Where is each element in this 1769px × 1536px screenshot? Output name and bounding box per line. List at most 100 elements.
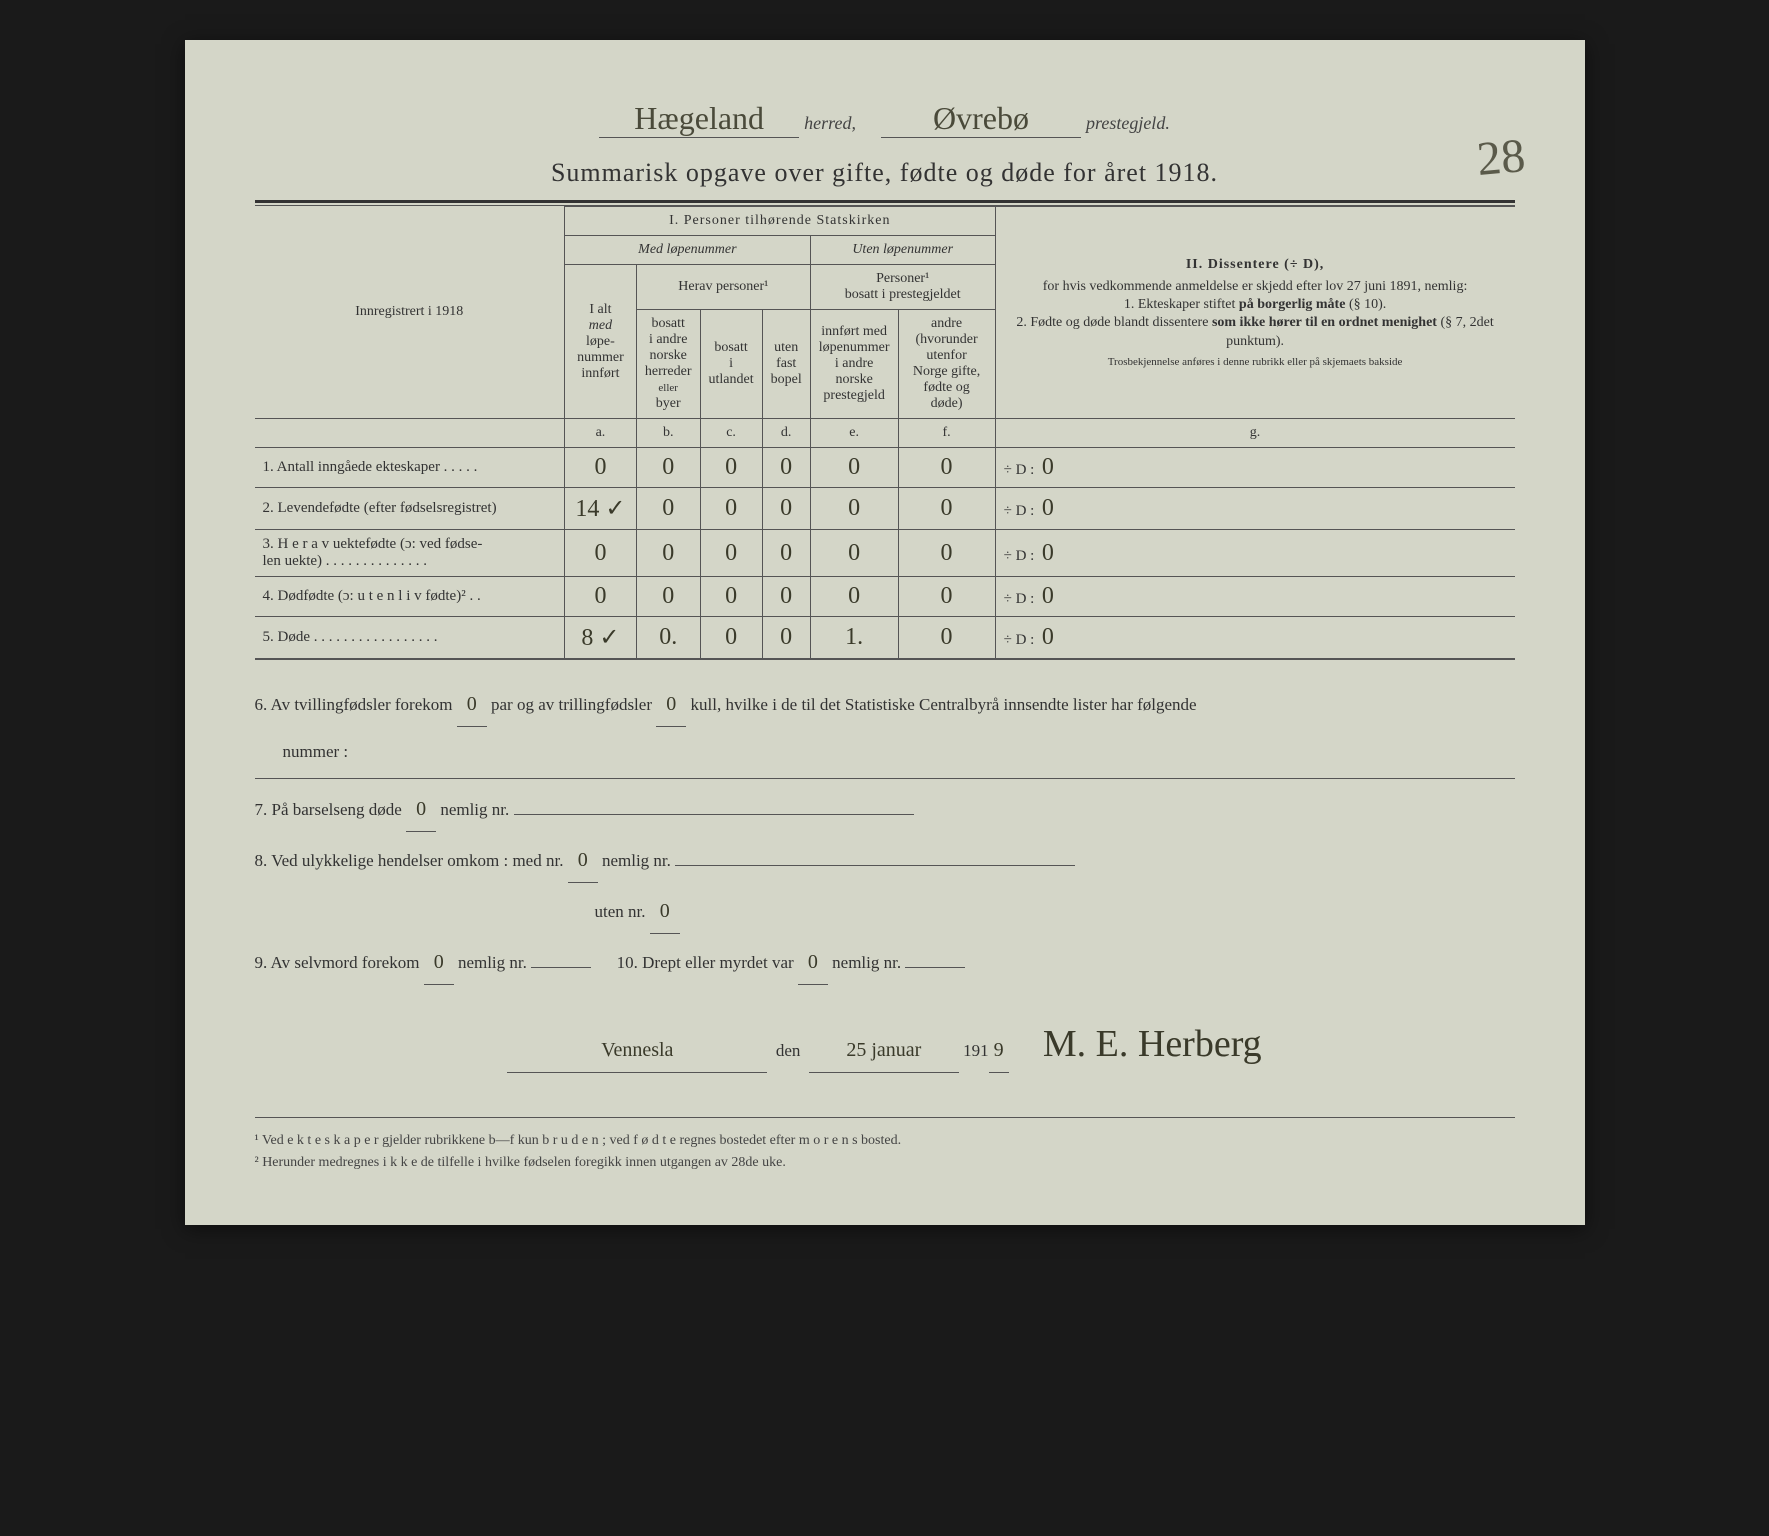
q10-value: 0 — [798, 940, 828, 985]
col-a-header: I alt med løpe-nummerinnført — [565, 265, 637, 419]
cell: 0 — [636, 577, 700, 617]
cell-g: ÷ D : 0 — [995, 617, 1514, 659]
q6: 6. Av tvillingfødsler forekom 0 par og a… — [255, 682, 1515, 727]
table-row: 2. Levendefødte (efter fødselsregistret)… — [255, 488, 1515, 530]
q8-uten-val: 0 — [650, 889, 680, 934]
table-row: 1. Antall inngåede ekteskaper . . . . . … — [255, 448, 1515, 488]
blank-corner — [255, 419, 565, 448]
triplets-value: 0 — [656, 682, 686, 727]
document-page: 28 Hægeland herred, Øvrebø prestegjeld. … — [185, 40, 1585, 1225]
cell: 0 — [810, 577, 898, 617]
cell: 0 — [898, 488, 995, 530]
row-label: 3. H e r a v uektefødte (ɔ: ved fødse- l… — [255, 530, 565, 577]
q7-nr — [514, 814, 914, 815]
rule-top-thick — [255, 200, 1515, 203]
place-value: Vennesla — [507, 1028, 767, 1073]
cell: 0 — [810, 530, 898, 577]
row-label: 1. Antall inngåede ekteskaper . . . . . — [255, 448, 565, 488]
col-letter-g: g. — [995, 419, 1514, 448]
date-value: 25 januar — [809, 1028, 959, 1073]
cell: 0 — [565, 577, 637, 617]
prestegjeld-label: prestegjeld. — [1086, 113, 1170, 133]
cell: 0 — [810, 448, 898, 488]
col-d-header: utenfastbopel — [762, 310, 810, 419]
q6-cont: nummer : — [255, 733, 1515, 770]
table-row: 5. Døde . . . . . . . . . . . . . . . . … — [255, 617, 1515, 659]
col-f-header: andre(hvorunderutenforNorge gifte,fødte … — [898, 310, 995, 419]
cell: 0 — [636, 530, 700, 577]
col-letter-d: d. — [762, 419, 810, 448]
col-letter-c: c. — [700, 419, 762, 448]
section2-body: for hvis vedkommende anmeldelse er skjed… — [1004, 279, 1507, 369]
cell: 0 — [762, 617, 810, 659]
q9-value: 0 — [424, 940, 454, 985]
twins-value: 0 — [457, 682, 487, 727]
section1-title: I. Personer tilhørende Statskirken — [565, 207, 996, 236]
table-row: 4. Dødfødte (ɔ: u t e n l i v fødte)² . … — [255, 577, 1515, 617]
year-suffix: 9 — [989, 1028, 1009, 1073]
row-label: 2. Levendefødte (efter fødselsregistret) — [255, 488, 565, 530]
footnotes: ¹ Ved e k t e s k a p e r gjelder rubrik… — [255, 1117, 1515, 1175]
cell: 0 — [898, 577, 995, 617]
q7-value: 0 — [406, 787, 436, 832]
main-table: Innregistrert i 1918 I. Personer tilhøre… — [255, 206, 1515, 659]
herav-header: Herav personer¹ — [636, 265, 810, 310]
herred-label: herred, — [804, 113, 856, 133]
uten-lopenummer: Uten løpenummer — [810, 236, 995, 265]
q9-nr — [531, 967, 591, 968]
cell-g: ÷ D : 0 — [995, 530, 1514, 577]
table-body: 1. Antall inngåede ekteskaper . . . . . … — [255, 448, 1515, 659]
section2-box: II. Dissentere (÷ D), for hvis vedkommen… — [995, 207, 1514, 419]
cell-g: ÷ D : 0 — [995, 448, 1514, 488]
left-header: Innregistrert i 1918 — [255, 207, 565, 419]
cell: 0 — [898, 530, 995, 577]
col-letter-a: a. — [565, 419, 637, 448]
footnote-1: ¹ Ved e k t e s k a p e r gjelder rubrik… — [255, 1130, 1515, 1152]
cell: 8 ✓ — [565, 617, 637, 659]
section2-title: II. Dissentere (÷ D), — [1004, 256, 1507, 274]
signature: M. E. Herberg — [1043, 1003, 1262, 1087]
signature-line: Vennesla den 25 januar 1919 M. E. Herber… — [255, 1003, 1515, 1087]
main-title: Summarisk opgave over gifte, fødte og dø… — [255, 158, 1515, 188]
rule-mid — [255, 659, 1515, 660]
rule-q6 — [255, 778, 1515, 779]
col-c-header: bosattiutlandet — [700, 310, 762, 419]
cell: 0 — [762, 448, 810, 488]
cell: 0 — [636, 488, 700, 530]
cell: 0 — [810, 488, 898, 530]
lower-section: 6. Av tvillingfødsler forekom 0 par og a… — [255, 682, 1515, 1087]
cell: 0 — [700, 530, 762, 577]
cell: 0 — [636, 448, 700, 488]
row-label: 5. Døde . . . . . . . . . . . . . . . . … — [255, 617, 565, 659]
cell: 0 — [898, 617, 995, 659]
cell: 0 — [762, 488, 810, 530]
prestegjeld-value: Øvrebø — [881, 100, 1081, 138]
q7: 7. På barselseng døde 0 nemlig nr. — [255, 787, 1515, 832]
footnote-2: ² Herunder medregnes i k k e de tilfelle… — [255, 1152, 1515, 1174]
q8-uten: uten nr. 0 — [255, 889, 1515, 934]
page-number: 28 — [1474, 128, 1527, 187]
cell-g: ÷ D : 0 — [995, 488, 1514, 530]
col-letter-e: e. — [810, 419, 898, 448]
table-row: 3. H e r a v uektefødte (ɔ: ved fødse- l… — [255, 530, 1515, 577]
col-b-header: bosatti andrenorskeherrederellerbyer — [636, 310, 700, 419]
cell: 0 — [762, 577, 810, 617]
cell: 0 — [700, 617, 762, 659]
header-line: Hægeland herred, Øvrebø prestegjeld. — [255, 100, 1515, 138]
q8-nr — [675, 865, 1075, 866]
cell: 0 — [700, 488, 762, 530]
q10-nr — [905, 967, 965, 968]
cell: 0. — [636, 617, 700, 659]
row-label: 4. Dødfødte (ɔ: u t e n l i v fødte)² . … — [255, 577, 565, 617]
cell: 0 — [898, 448, 995, 488]
cell-g: ÷ D : 0 — [995, 577, 1514, 617]
q8-med: 0 — [568, 838, 598, 883]
col-letter-f: f. — [898, 419, 995, 448]
cell: 0 — [762, 530, 810, 577]
cell: 0 — [565, 530, 637, 577]
q8: 8. Ved ulykkelige hendelser omkom : med … — [255, 838, 1515, 883]
ef-top: Personer¹bosatt i prestegjeldet — [810, 265, 995, 310]
col-e-header: innført medløpenummeri andrenorskepreste… — [810, 310, 898, 419]
med-lopenummer: Med løpenummer — [565, 236, 811, 265]
cell: 0 — [565, 448, 637, 488]
